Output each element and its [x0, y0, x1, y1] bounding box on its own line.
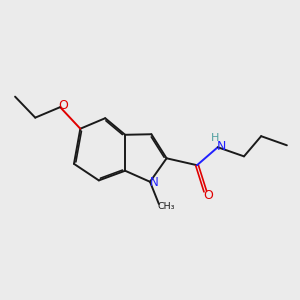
Text: N: N: [150, 176, 158, 189]
Text: H: H: [211, 133, 219, 142]
Text: CH₃: CH₃: [158, 202, 175, 211]
Text: O: O: [204, 189, 214, 203]
Text: O: O: [58, 99, 68, 112]
Text: N: N: [217, 140, 226, 153]
